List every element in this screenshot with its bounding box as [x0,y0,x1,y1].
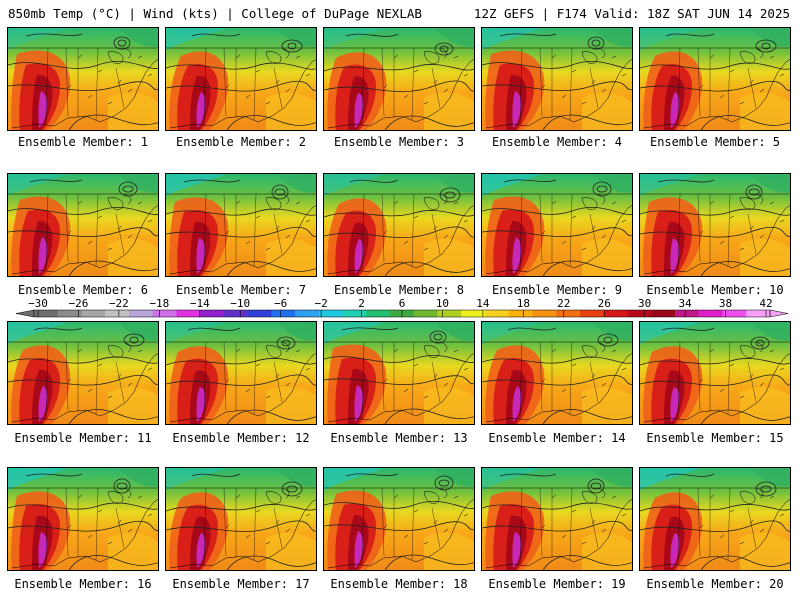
colorbar-swatch [461,310,486,317]
colorbar-left-arrow [15,309,35,318]
ensemble-member-label: Ensemble Member: 10 [646,283,784,297]
ensemble-member-map [7,27,159,131]
colorbar-swatch [627,310,652,317]
colorbar-swatch [603,310,628,317]
ensemble-member-map [639,321,791,425]
ensemble-member-label: Ensemble Member: 18 [330,577,468,591]
colorbar-swatch [580,310,605,317]
colorbar-tick-label: 42 [759,297,772,310]
colorbar-swatch [722,310,747,317]
colorbar-tick-label: −10 [230,297,250,310]
ensemble-member-map [165,27,317,131]
colorbar-swatch [128,310,154,317]
ensemble-member-label: Ensemble Member: 12 [172,431,310,445]
colorbar-swatch [318,310,343,317]
ensemble-member-map [481,27,633,131]
ensemble-member-map [323,321,475,425]
colorbar-swatch [81,310,106,317]
colorbar-tick-label: 30 [638,297,651,310]
colorbar-swatch [532,310,557,317]
ensemble-member-label: Ensemble Member: 3 [333,135,465,149]
ensemble-member-map [165,321,317,425]
ensemble-member-label: Ensemble Member: 13 [330,431,468,445]
colorbar-tick-label: −30 [28,297,48,310]
colorbar-swatch [200,310,225,317]
ensemble-member-map [165,173,317,277]
colorbar-swatch [295,310,320,317]
colorbar-swatch [556,310,581,317]
ensemble-member-label: Ensemble Member: 8 [333,283,465,297]
colorbar-tick-label: −6 [274,297,287,310]
ensemble-member-label: Ensemble Member: 17 [172,577,310,591]
ensemble-member-label: Ensemble Member: 4 [491,135,623,149]
colorbar-swatch [34,310,59,317]
colorbar-swatch [271,310,296,317]
colorbar-swatch [176,310,201,317]
colorbar-tick-label: 18 [517,297,530,310]
colorbar-swatch [437,310,462,317]
colorbar-swatch [508,310,533,317]
colorbar-tick-label: −14 [190,297,210,310]
ensemble-member-map [481,321,633,425]
ensemble-member-map [323,27,475,131]
ensemble-member-label: Ensemble Member: 11 [14,431,152,445]
colorbar-tick-label: −22 [109,297,129,310]
colorbar-swatch [651,310,676,317]
model-run-info: 12Z GEFS | F174 Valid: 18Z SAT JUN 14 20… [473,6,790,21]
ensemble-member-label: Ensemble Member: 5 [649,135,781,149]
ensemble-member-map [7,321,159,425]
ensemble-member-map [165,467,317,571]
ensemble-member-label: Ensemble Member: 16 [14,577,152,591]
colorbar-tick-label: −26 [69,297,89,310]
ensemble-member-label: Ensemble Member: 9 [491,283,623,297]
ensemble-member-map [639,467,791,571]
temperature-colorbar: −30 −26 −22 −18 −14 −10 −6 −2 2 6 10 14 18 22 26 30 34 38… [15,297,789,318]
colorbar-swatch [152,310,177,317]
ensemble-member-label: Ensemble Member: 6 [17,283,149,297]
colorbar-swatch [746,310,771,317]
ensemble-member-map [7,467,159,571]
colorbar-tick-label: 14 [476,297,490,310]
ensemble-member-map [323,173,475,277]
colorbar-swatch [413,310,438,317]
ensemble-member-label: Ensemble Member: 14 [488,431,626,445]
colorbar-swatch [698,310,723,317]
colorbar-swatch [57,310,82,317]
colorbar-tick-label: 34 [678,297,692,310]
ensemble-member-label: Ensemble Member: 1 [17,135,149,149]
ensemble-member-map [481,467,633,571]
colorbar-tick-label: −2 [314,297,327,310]
colorbar-swatch [247,310,272,317]
colorbar-tick-label: 26 [598,297,611,310]
ensemble-member-label: Ensemble Member: 15 [646,431,784,445]
ensemble-member-map [323,467,475,571]
ensemble-member-label: Ensemble Member: 20 [646,577,784,591]
ensemble-member-label: Ensemble Member: 2 [175,135,307,149]
ensemble-member-label: Ensemble Member: 19 [488,577,626,591]
ensemble-member-map [481,173,633,277]
colorbar-swatch [342,310,367,317]
colorbar-swatch [223,310,248,317]
colorbar-swatch [366,310,391,317]
colorbar-tick-label: −18 [149,297,169,310]
ensemble-member-map [639,173,791,277]
colorbar-right-arrow [769,309,789,318]
colorbar-tick-label: 2 [358,297,365,310]
colorbar-tick-label: 10 [436,297,449,310]
colorbar-tick-label: 6 [399,297,406,310]
ensemble-member-map [639,27,791,131]
map-title: 850mb Temp (°C) | Wind (kts) | College o… [8,6,422,21]
colorbar-tick-label: 22 [557,297,570,310]
colorbar-swatch [105,310,130,317]
colorbar-swatch [675,310,700,317]
colorbar-tick-label: 38 [719,297,732,310]
colorbar-swatch [485,310,510,317]
ensemble-member-label: Ensemble Member: 7 [175,283,307,297]
ensemble-member-map [7,173,159,277]
